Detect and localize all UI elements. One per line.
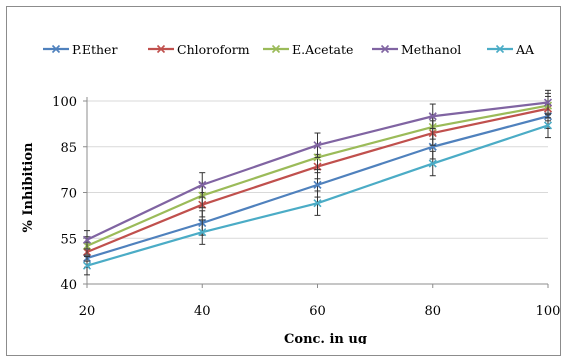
data-point-marker bbox=[313, 141, 322, 150]
legend-marker bbox=[51, 44, 61, 54]
series-aa bbox=[82, 112, 553, 276]
data-point-marker bbox=[313, 199, 322, 208]
y-tick-label: 100 bbox=[52, 95, 77, 110]
data-point-marker bbox=[198, 228, 207, 237]
legend-label: E.Acetate bbox=[292, 42, 353, 57]
x-tick-label: 40 bbox=[194, 304, 211, 319]
chart-frame bbox=[6, 6, 561, 356]
legend-label: Chloroform bbox=[177, 42, 250, 57]
y-tick-label: 85 bbox=[60, 141, 77, 156]
series-chloroform bbox=[82, 95, 553, 262]
data-point-marker bbox=[82, 261, 92, 270]
x-axis-title: Conc. in ug bbox=[284, 332, 367, 344]
x-tick-label: 100 bbox=[536, 304, 561, 319]
data-point-marker bbox=[313, 180, 322, 189]
legend-item: Chloroform bbox=[148, 42, 250, 57]
legend-marker bbox=[271, 44, 281, 54]
data-point-marker bbox=[82, 235, 92, 244]
data-point-marker bbox=[428, 159, 437, 168]
y-tick-label: 70 bbox=[60, 187, 77, 202]
y-tick-label: 55 bbox=[60, 232, 77, 247]
legend-item: AA bbox=[487, 42, 535, 57]
x-tick-label: 20 bbox=[79, 304, 96, 319]
chart-container: 40 55 70 85 100 20 40 60 80 100 Conc. in ug% Inhib… bbox=[6, 6, 561, 356]
series-p-ether bbox=[82, 103, 553, 268]
data-point-marker bbox=[543, 98, 553, 107]
y-axis-title: % Inhibition bbox=[21, 142, 36, 232]
legend-marker bbox=[380, 44, 390, 54]
legend-marker bbox=[156, 44, 166, 54]
series-methanol bbox=[82, 89, 553, 250]
data-point-marker bbox=[428, 112, 437, 121]
data-point-marker bbox=[428, 142, 437, 151]
y-tick-label: 40 bbox=[60, 278, 77, 293]
legend-item: Methanol bbox=[372, 42, 461, 57]
x-tick-label: 80 bbox=[424, 304, 441, 319]
legend-label: AA bbox=[515, 42, 535, 57]
legend-item: P.Ether bbox=[43, 42, 117, 57]
data-point-marker bbox=[198, 180, 207, 189]
data-point-marker bbox=[543, 121, 553, 130]
legend-label: Methanol bbox=[401, 42, 461, 57]
legend-item: E.Acetate bbox=[263, 42, 353, 57]
legend-label: P.Ether bbox=[72, 42, 117, 57]
x-tick-label: 60 bbox=[309, 304, 326, 319]
legend-marker bbox=[495, 44, 505, 54]
